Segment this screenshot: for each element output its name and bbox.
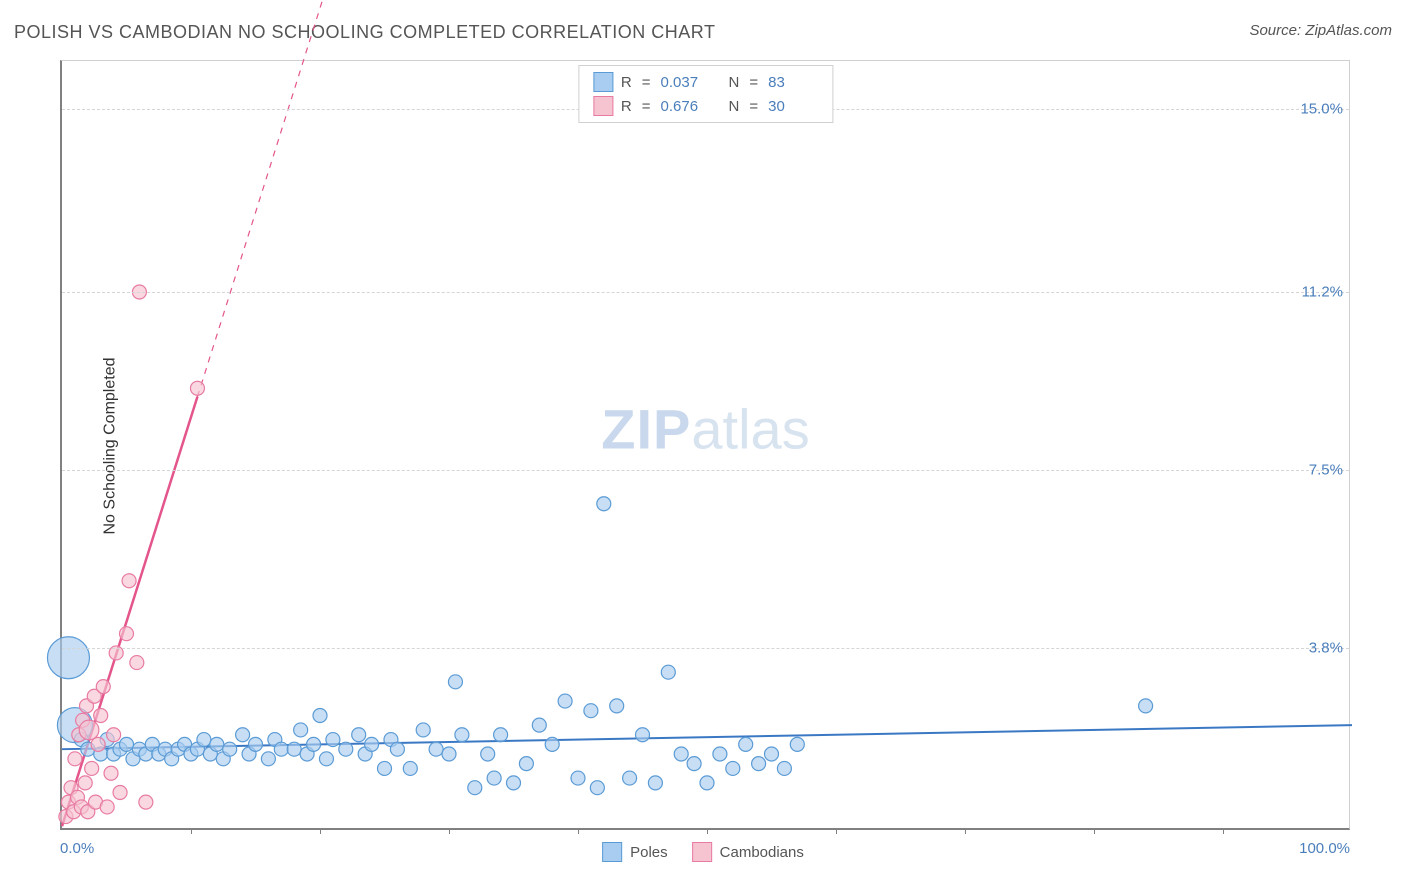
x-tick xyxy=(1223,828,1224,834)
equals-icon: = xyxy=(642,74,651,91)
y-tick-label: 7.5% xyxy=(1309,462,1343,479)
chart-title: POLISH VS CAMBODIAN NO SCHOOLING COMPLET… xyxy=(14,22,715,43)
r-value: 0.037 xyxy=(661,74,711,91)
gridline xyxy=(62,648,1349,649)
equals-icon: = xyxy=(642,98,651,115)
chart-container: POLISH VS CAMBODIAN NO SCHOOLING COMPLET… xyxy=(0,0,1406,892)
legend-row: R = 0.676 N = 30 xyxy=(579,94,832,118)
correlation-legend: R = 0.037 N = 83 R = 0.676 N = 30 xyxy=(578,65,833,123)
legend-swatch xyxy=(593,96,613,116)
x-tick xyxy=(965,828,966,834)
y-tick-label: 11.2% xyxy=(1302,284,1343,301)
source-attribution: Source: ZipAtlas.com xyxy=(1249,22,1392,39)
legend-label: Cambodians xyxy=(720,844,804,861)
r-label: R xyxy=(621,74,632,91)
plot-area: ZIPatlas R=0.037N=83R=0.676N=30 3.8%7.5%… xyxy=(60,60,1350,830)
legend-swatch xyxy=(602,842,622,862)
x-tick xyxy=(707,828,708,834)
x-tick xyxy=(836,828,837,834)
plot-svg xyxy=(62,61,1349,828)
equals-icon: = xyxy=(749,74,758,91)
legend-swatch xyxy=(593,72,613,92)
y-tick-label: 3.8% xyxy=(1309,640,1343,657)
gridline xyxy=(62,470,1349,471)
x-tick xyxy=(578,828,579,834)
n-label: N xyxy=(729,98,740,115)
r-label: R xyxy=(621,98,632,115)
x-tick xyxy=(320,828,321,834)
gridline xyxy=(62,292,1349,293)
n-value: 83 xyxy=(768,74,818,91)
n-label: N xyxy=(729,74,740,91)
y-tick-label: 15.0% xyxy=(1300,101,1343,118)
legend-item: Cambodians xyxy=(692,842,804,862)
legend-label: Poles xyxy=(630,844,668,861)
r-value: 0.676 xyxy=(661,98,711,115)
x-tick xyxy=(449,828,450,834)
n-value: 30 xyxy=(768,98,818,115)
series-legend: Poles Cambodians xyxy=(602,842,804,862)
legend-item: Poles xyxy=(602,842,668,862)
x-axis-max-label: 100.0% xyxy=(1299,840,1350,857)
legend-row: R = 0.037 N = 83 xyxy=(579,70,832,94)
x-axis-min-label: 0.0% xyxy=(60,840,94,857)
equals-icon: = xyxy=(749,98,758,115)
x-tick xyxy=(1094,828,1095,834)
x-tick xyxy=(191,828,192,834)
legend-swatch xyxy=(692,842,712,862)
